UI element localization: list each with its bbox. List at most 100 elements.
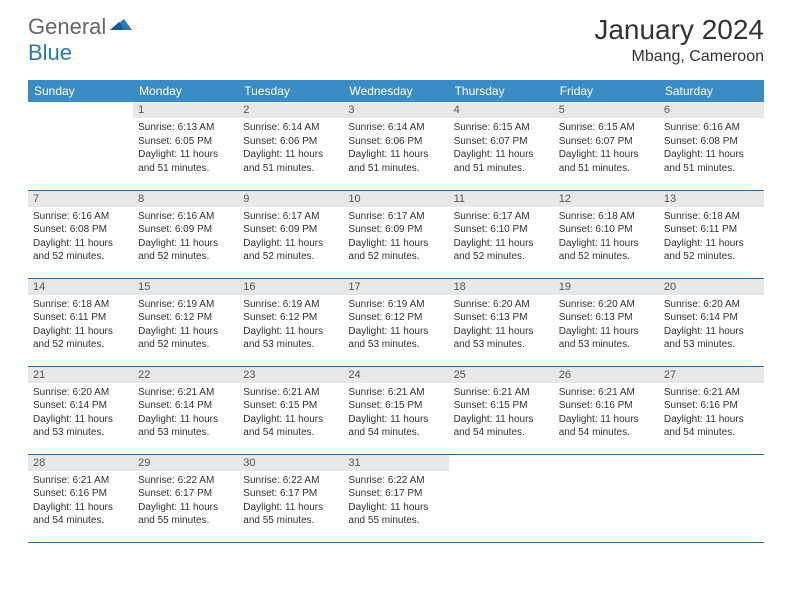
- calendar-day-cell: ..: [554, 454, 659, 542]
- day-content: Sunrise: 6:15 AMSunset: 6:07 PMDaylight:…: [554, 118, 659, 179]
- day-number: 15: [133, 279, 238, 295]
- day-content: Sunrise: 6:22 AMSunset: 6:17 PMDaylight:…: [238, 471, 343, 532]
- calendar-day-cell: 11Sunrise: 6:17 AMSunset: 6:10 PMDayligh…: [449, 190, 554, 278]
- calendar-day-cell: 26Sunrise: 6:21 AMSunset: 6:16 PMDayligh…: [554, 366, 659, 454]
- calendar-day-cell: 1Sunrise: 6:13 AMSunset: 6:05 PMDaylight…: [133, 102, 238, 190]
- logo-text-blue: Blue: [28, 40, 72, 65]
- day-content: Sunrise: 6:18 AMSunset: 6:11 PMDaylight:…: [28, 295, 133, 356]
- calendar-day-cell: ..: [28, 102, 133, 190]
- logo-text-general: General: [28, 14, 106, 40]
- month-title: January 2024: [594, 14, 764, 46]
- day-content: Sunrise: 6:21 AMSunset: 6:16 PMDaylight:…: [659, 383, 764, 444]
- day-number: 2: [238, 102, 343, 118]
- day-number: 24: [343, 367, 448, 383]
- calendar-body: ..1Sunrise: 6:13 AMSunset: 6:05 PMDaylig…: [28, 102, 764, 542]
- day-content: Sunrise: 6:19 AMSunset: 6:12 PMDaylight:…: [133, 295, 238, 356]
- day-number: 10: [343, 191, 448, 207]
- calendar-day-cell: 15Sunrise: 6:19 AMSunset: 6:12 PMDayligh…: [133, 278, 238, 366]
- calendar-day-cell: 27Sunrise: 6:21 AMSunset: 6:16 PMDayligh…: [659, 366, 764, 454]
- day-number: 18: [449, 279, 554, 295]
- calendar-week-row: 7Sunrise: 6:16 AMSunset: 6:08 PMDaylight…: [28, 190, 764, 278]
- calendar-day-cell: 8Sunrise: 6:16 AMSunset: 6:09 PMDaylight…: [133, 190, 238, 278]
- calendar-day-cell: 29Sunrise: 6:22 AMSunset: 6:17 PMDayligh…: [133, 454, 238, 542]
- weekday-header: Sunday: [28, 80, 133, 102]
- day-number: 17: [343, 279, 448, 295]
- location: Mbang, Cameroon: [594, 48, 764, 66]
- day-content: Sunrise: 6:15 AMSunset: 6:07 PMDaylight:…: [449, 118, 554, 179]
- day-number: 20: [659, 279, 764, 295]
- day-number: 31: [343, 455, 448, 471]
- calendar-day-cell: 22Sunrise: 6:21 AMSunset: 6:14 PMDayligh…: [133, 366, 238, 454]
- day-content: Sunrise: 6:20 AMSunset: 6:14 PMDaylight:…: [28, 383, 133, 444]
- day-number: 14: [28, 279, 133, 295]
- day-content: Sunrise: 6:17 AMSunset: 6:09 PMDaylight:…: [238, 207, 343, 268]
- day-content: Sunrise: 6:21 AMSunset: 6:14 PMDaylight:…: [133, 383, 238, 444]
- day-content: Sunrise: 6:17 AMSunset: 6:10 PMDaylight:…: [449, 207, 554, 268]
- day-content: Sunrise: 6:14 AMSunset: 6:06 PMDaylight:…: [238, 118, 343, 179]
- day-content: Sunrise: 6:16 AMSunset: 6:09 PMDaylight:…: [133, 207, 238, 268]
- calendar-day-cell: 20Sunrise: 6:20 AMSunset: 6:14 PMDayligh…: [659, 278, 764, 366]
- day-content: Sunrise: 6:20 AMSunset: 6:14 PMDaylight:…: [659, 295, 764, 356]
- calendar-day-cell: 25Sunrise: 6:21 AMSunset: 6:15 PMDayligh…: [449, 366, 554, 454]
- logo-flag-icon: [110, 16, 134, 39]
- calendar-week-row: 28Sunrise: 6:21 AMSunset: 6:16 PMDayligh…: [28, 454, 764, 542]
- calendar-day-cell: 5Sunrise: 6:15 AMSunset: 6:07 PMDaylight…: [554, 102, 659, 190]
- calendar-day-cell: 18Sunrise: 6:20 AMSunset: 6:13 PMDayligh…: [449, 278, 554, 366]
- weekday-header: Friday: [554, 80, 659, 102]
- day-number: 23: [238, 367, 343, 383]
- calendar-header-row: SundayMondayTuesdayWednesdayThursdayFrid…: [28, 80, 764, 102]
- calendar-day-cell: ..: [449, 454, 554, 542]
- day-number: 5: [554, 102, 659, 118]
- day-number: 1: [133, 102, 238, 118]
- day-number: 4: [449, 102, 554, 118]
- calendar-week-row: ..1Sunrise: 6:13 AMSunset: 6:05 PMDaylig…: [28, 102, 764, 190]
- weekday-header: Thursday: [449, 80, 554, 102]
- day-content: Sunrise: 6:17 AMSunset: 6:09 PMDaylight:…: [343, 207, 448, 268]
- day-number: 11: [449, 191, 554, 207]
- day-number: 22: [133, 367, 238, 383]
- day-content: Sunrise: 6:19 AMSunset: 6:12 PMDaylight:…: [238, 295, 343, 356]
- weekday-header: Saturday: [659, 80, 764, 102]
- day-number: 19: [554, 279, 659, 295]
- calendar-day-cell: 12Sunrise: 6:18 AMSunset: 6:10 PMDayligh…: [554, 190, 659, 278]
- calendar-week-row: 14Sunrise: 6:18 AMSunset: 6:11 PMDayligh…: [28, 278, 764, 366]
- day-content: Sunrise: 6:16 AMSunset: 6:08 PMDaylight:…: [28, 207, 133, 268]
- day-content: Sunrise: 6:22 AMSunset: 6:17 PMDaylight:…: [343, 471, 448, 532]
- day-content: Sunrise: 6:21 AMSunset: 6:15 PMDaylight:…: [238, 383, 343, 444]
- calendar-day-cell: 6Sunrise: 6:16 AMSunset: 6:08 PMDaylight…: [659, 102, 764, 190]
- page-header: General January 2024 Mbang, Cameroon: [0, 0, 792, 72]
- day-content: Sunrise: 6:20 AMSunset: 6:13 PMDaylight:…: [449, 295, 554, 356]
- weekday-header: Tuesday: [238, 80, 343, 102]
- day-content: Sunrise: 6:21 AMSunset: 6:15 PMDaylight:…: [449, 383, 554, 444]
- calendar-day-cell: 14Sunrise: 6:18 AMSunset: 6:11 PMDayligh…: [28, 278, 133, 366]
- calendar-day-cell: 17Sunrise: 6:19 AMSunset: 6:12 PMDayligh…: [343, 278, 448, 366]
- title-block: January 2024 Mbang, Cameroon: [594, 14, 764, 66]
- calendar-day-cell: 3Sunrise: 6:14 AMSunset: 6:06 PMDaylight…: [343, 102, 448, 190]
- calendar-day-cell: 23Sunrise: 6:21 AMSunset: 6:15 PMDayligh…: [238, 366, 343, 454]
- day-content: Sunrise: 6:18 AMSunset: 6:10 PMDaylight:…: [554, 207, 659, 268]
- day-number: 25: [449, 367, 554, 383]
- day-number: 6: [659, 102, 764, 118]
- calendar-day-cell: 2Sunrise: 6:14 AMSunset: 6:06 PMDaylight…: [238, 102, 343, 190]
- calendar-table: SundayMondayTuesdayWednesdayThursdayFrid…: [28, 80, 764, 543]
- day-number: 29: [133, 455, 238, 471]
- calendar-day-cell: 7Sunrise: 6:16 AMSunset: 6:08 PMDaylight…: [28, 190, 133, 278]
- day-content: Sunrise: 6:16 AMSunset: 6:08 PMDaylight:…: [659, 118, 764, 179]
- calendar-day-cell: 13Sunrise: 6:18 AMSunset: 6:11 PMDayligh…: [659, 190, 764, 278]
- calendar-day-cell: 19Sunrise: 6:20 AMSunset: 6:13 PMDayligh…: [554, 278, 659, 366]
- day-number: 8: [133, 191, 238, 207]
- day-number: 7: [28, 191, 133, 207]
- day-content: Sunrise: 6:21 AMSunset: 6:16 PMDaylight:…: [554, 383, 659, 444]
- day-content: Sunrise: 6:21 AMSunset: 6:15 PMDaylight:…: [343, 383, 448, 444]
- calendar-week-row: 21Sunrise: 6:20 AMSunset: 6:14 PMDayligh…: [28, 366, 764, 454]
- day-number: 13: [659, 191, 764, 207]
- day-content: Sunrise: 6:13 AMSunset: 6:05 PMDaylight:…: [133, 118, 238, 179]
- calendar-day-cell: 31Sunrise: 6:22 AMSunset: 6:17 PMDayligh…: [343, 454, 448, 542]
- calendar-day-cell: 9Sunrise: 6:17 AMSunset: 6:09 PMDaylight…: [238, 190, 343, 278]
- calendar-day-cell: 4Sunrise: 6:15 AMSunset: 6:07 PMDaylight…: [449, 102, 554, 190]
- day-content: Sunrise: 6:21 AMSunset: 6:16 PMDaylight:…: [28, 471, 133, 532]
- weekday-header: Wednesday: [343, 80, 448, 102]
- calendar-day-cell: 21Sunrise: 6:20 AMSunset: 6:14 PMDayligh…: [28, 366, 133, 454]
- day-number: 12: [554, 191, 659, 207]
- day-content: Sunrise: 6:19 AMSunset: 6:12 PMDaylight:…: [343, 295, 448, 356]
